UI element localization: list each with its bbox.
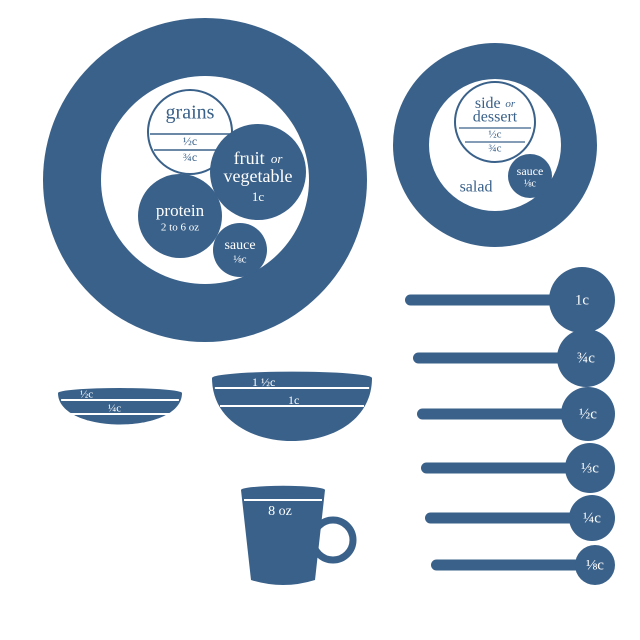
large-plate: grains ½c ¾c fruit orvegetable 1c protein 2 to…	[43, 18, 367, 342]
fruitveg-amt: 1c	[252, 189, 265, 204]
fruitveg-label2: vegetable	[224, 166, 293, 186]
protein-label: protein	[156, 201, 205, 220]
mug-label: 8 oz	[268, 504, 292, 519]
sauce2-label: sauce	[517, 164, 544, 178]
grains-amt2: ¾c	[183, 150, 197, 164]
bowl-0: ½c ¼c	[58, 388, 182, 424]
sauce2-amt: ⅛c	[524, 178, 537, 189]
spoon-5: ⅛c	[431, 545, 615, 585]
side-amt2: ¾c	[488, 143, 501, 155]
grains-amt1: ½c	[183, 134, 197, 148]
bowl-1-line-1: 1c	[288, 393, 299, 407]
bowl-1-line-0: 1 ½c	[252, 375, 275, 389]
bowl-0-line-1: ¼c	[108, 403, 121, 415]
salad-label: salad	[460, 179, 493, 196]
small-plate: saladside ordessert½c¾csauce⅛c	[393, 43, 597, 247]
spoon-2: ½c	[417, 387, 615, 441]
spoon-label-2: ½c	[579, 406, 597, 422]
side-amt1: ½c	[488, 129, 501, 141]
sauce-label: sauce	[224, 238, 255, 253]
side-label2: dessert	[473, 109, 518, 126]
spoon-1: ¾c	[413, 329, 615, 387]
spoon-3: ⅓c	[421, 443, 615, 493]
protein-amt: 2 to 6 oz	[161, 222, 199, 234]
fruitveg-label: fruit or	[234, 148, 284, 168]
spoon-label-5: ⅛c	[586, 557, 604, 573]
spoon-label-0: 1c	[575, 292, 590, 308]
bowl-0-line-0: ½c	[80, 389, 93, 401]
grains-label: grains	[166, 102, 215, 124]
mug: 8 oz	[241, 486, 353, 585]
sauce-amt: ⅛c	[233, 254, 246, 266]
spoon-label-1: ¾c	[577, 350, 595, 366]
spoon-label-3: ⅓c	[581, 460, 599, 476]
spoon-4: ¼c	[425, 495, 615, 541]
spoon-0: 1c	[405, 267, 615, 333]
bowl-1: 1 ½c 1c	[212, 372, 372, 441]
portion-infographic: grains ½c ¾c fruit orvegetable 1c protein 2 to…	[0, 0, 640, 640]
spoon-label-4: ¼c	[583, 510, 601, 526]
